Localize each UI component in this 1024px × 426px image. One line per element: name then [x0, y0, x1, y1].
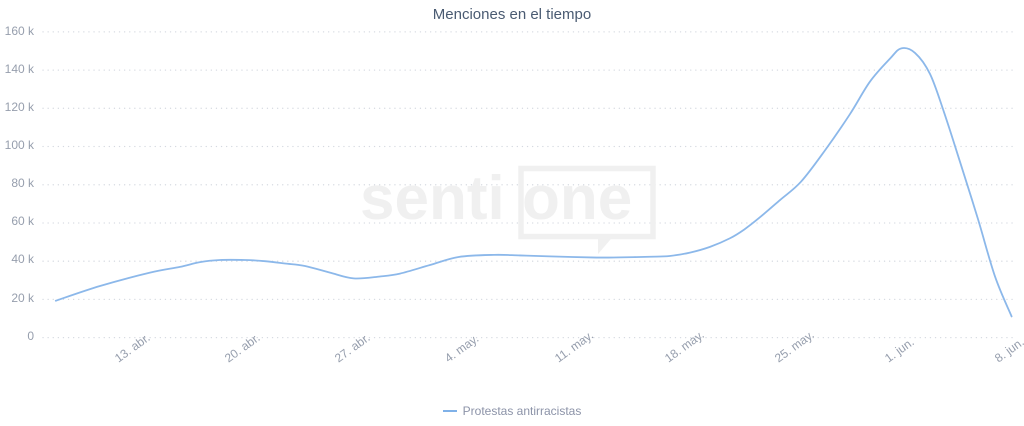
svg-text:senti: senti — [360, 164, 505, 233]
svg-text:one: one — [522, 164, 632, 233]
